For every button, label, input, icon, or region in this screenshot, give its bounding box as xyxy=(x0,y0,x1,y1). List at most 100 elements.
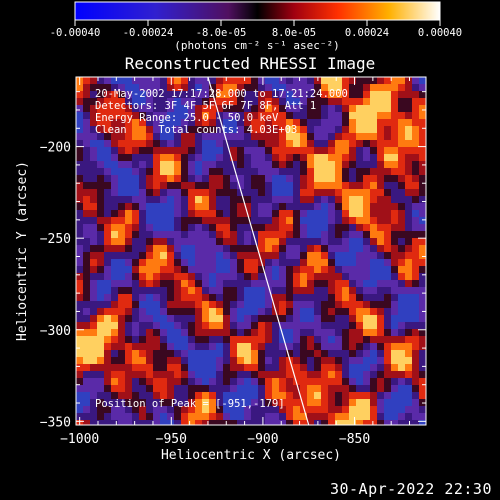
heatmap-cell xyxy=(349,315,356,322)
heatmap-cell xyxy=(111,77,118,84)
heatmap-cell xyxy=(279,420,286,425)
heatmap-cell xyxy=(202,189,209,196)
heatmap-cell xyxy=(286,364,293,371)
heatmap-cell xyxy=(209,210,216,217)
heatmap-cell xyxy=(321,308,328,315)
heatmap-cell xyxy=(181,112,188,119)
heatmap-cell xyxy=(181,224,188,231)
heatmap-cell xyxy=(153,182,160,189)
heatmap-cell xyxy=(97,210,104,217)
heatmap-cell xyxy=(300,308,307,315)
heatmap-cell xyxy=(97,287,104,294)
heatmap-cell xyxy=(300,84,307,91)
heatmap-cell xyxy=(258,266,265,273)
heatmap-cell xyxy=(230,168,237,175)
heatmap-cell xyxy=(181,364,188,371)
heatmap-cell xyxy=(405,399,412,406)
heatmap-cell xyxy=(160,133,167,140)
heatmap-cell xyxy=(97,98,104,105)
heatmap-cell xyxy=(83,168,90,175)
heatmap-cell xyxy=(181,336,188,343)
heatmap-cell xyxy=(363,308,370,315)
heatmap-cell xyxy=(370,154,377,161)
heatmap-cell xyxy=(363,280,370,287)
heatmap-cell xyxy=(349,154,356,161)
heatmap-cell xyxy=(90,343,97,350)
heatmap-cell xyxy=(202,378,209,385)
heatmap-cell xyxy=(230,175,237,182)
heatmap-cell xyxy=(419,392,426,399)
heatmap-cell xyxy=(125,406,132,413)
heatmap-cell xyxy=(412,245,419,252)
heatmap-cell xyxy=(237,392,244,399)
heatmap-cell xyxy=(300,343,307,350)
heatmap-cell xyxy=(279,287,286,294)
heatmap-cell xyxy=(272,280,279,287)
heatmap-cell xyxy=(272,217,279,224)
heatmap-cell xyxy=(300,364,307,371)
heatmap-cell xyxy=(251,259,258,266)
heatmap-cell xyxy=(279,301,286,308)
heatmap-cell xyxy=(174,105,181,112)
heatmap-cell xyxy=(307,189,314,196)
heatmap-cell xyxy=(223,238,230,245)
heatmap-cell xyxy=(230,413,237,420)
heatmap-cell xyxy=(125,343,132,350)
heatmap-cell xyxy=(349,119,356,126)
heatmap-cell xyxy=(356,406,363,413)
heatmap-cell xyxy=(97,364,104,371)
heatmap-cell xyxy=(104,308,111,315)
heatmap-cell xyxy=(251,385,258,392)
heatmap-cell xyxy=(321,252,328,259)
heatmap-cell xyxy=(90,98,97,105)
heatmap-cell xyxy=(209,224,216,231)
heatmap-cell xyxy=(167,147,174,154)
heatmap-cell xyxy=(272,364,279,371)
heatmap-cell xyxy=(363,336,370,343)
heatmap-cell xyxy=(356,133,363,140)
heatmap-cell xyxy=(272,105,279,112)
heatmap-cell xyxy=(363,252,370,259)
heatmap-cell xyxy=(335,133,342,140)
heatmap-cell xyxy=(195,413,202,420)
heatmap-cell xyxy=(405,147,412,154)
heatmap-cell xyxy=(412,350,419,357)
heatmap-cell xyxy=(265,343,272,350)
heatmap-cell xyxy=(391,168,398,175)
heatmap-cell xyxy=(153,168,160,175)
heatmap-cell xyxy=(111,399,118,406)
heatmap-cell xyxy=(258,217,265,224)
heatmap-cell xyxy=(342,196,349,203)
heatmap-cell xyxy=(286,112,293,119)
heatmap-cell xyxy=(405,203,412,210)
heatmap-cell xyxy=(293,413,300,420)
heatmap-cell xyxy=(202,245,209,252)
heatmap-cell xyxy=(111,154,118,161)
heatmap-cell xyxy=(377,364,384,371)
heatmap-cell xyxy=(405,217,412,224)
heatmap-cell xyxy=(132,119,139,126)
heatmap-cell xyxy=(97,238,104,245)
heatmap-cell xyxy=(328,91,335,98)
heatmap-cell xyxy=(181,168,188,175)
heatmap-cell xyxy=(293,84,300,91)
heatmap-cell xyxy=(104,364,111,371)
heatmap-cell xyxy=(202,294,209,301)
heatmap-cell xyxy=(405,224,412,231)
heatmap-cell xyxy=(97,308,104,315)
heatmap-cell xyxy=(76,175,83,182)
heatmap-cell xyxy=(139,147,146,154)
heatmap-cell xyxy=(251,378,258,385)
heatmap-cell xyxy=(244,273,251,280)
heatmap-cell xyxy=(384,252,391,259)
heatmap-cell xyxy=(300,105,307,112)
heatmap-cell xyxy=(265,217,272,224)
heatmap-cell xyxy=(97,280,104,287)
heatmap-cell xyxy=(314,196,321,203)
heatmap-cell xyxy=(209,168,216,175)
heatmap-cell xyxy=(90,378,97,385)
heatmap-cell xyxy=(132,182,139,189)
colorbar-gradient xyxy=(74,1,441,21)
heatmap-cell xyxy=(104,91,111,98)
heatmap-cell xyxy=(286,161,293,168)
